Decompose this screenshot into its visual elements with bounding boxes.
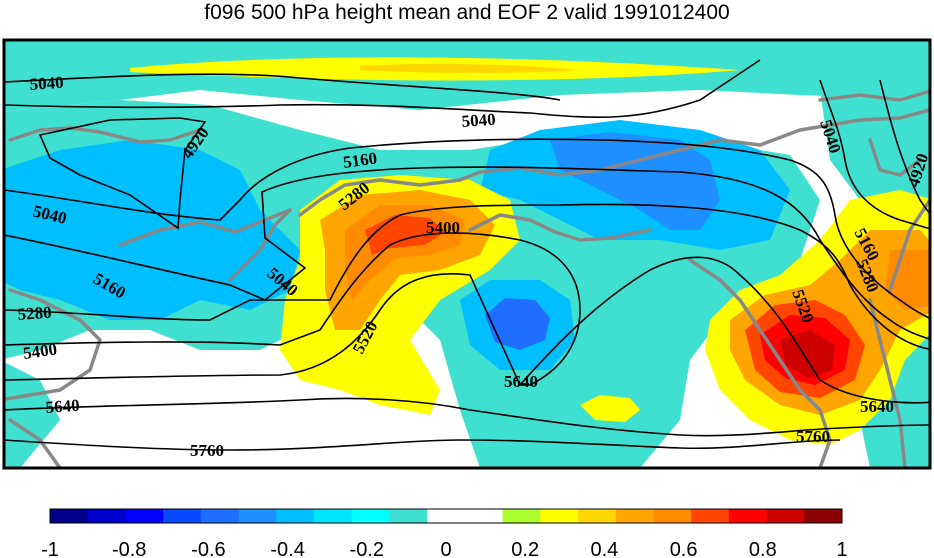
- colorbar-boxes: [50, 509, 843, 523]
- contour-label-c6: 5400: [426, 218, 460, 237]
- colorbar-tick-3: -0.4: [270, 539, 304, 558]
- colorbar-box-4: [200, 509, 240, 523]
- colorbar-box-10: [427, 509, 466, 523]
- colorbar-tick-9: 0.8: [749, 539, 777, 558]
- colorbar-tick-0: -1: [41, 539, 59, 558]
- colorbar-box-12: [502, 509, 541, 523]
- colorbar-box-13: [540, 509, 579, 523]
- colorbar-frame: [49, 508, 843, 524]
- shade-yellow-small: [580, 395, 640, 422]
- colorbar-box-17: [691, 509, 730, 523]
- map-panel: 5040 4920 5040 5160 5280 5400 5040 5040 …: [2, 38, 932, 470]
- colorbar-tick-5: 0: [440, 539, 451, 558]
- colorbar-box-1: [87, 509, 126, 523]
- contour-label-c4: 5160: [342, 148, 378, 172]
- shade-dorange-east: [885, 250, 930, 310]
- colorbar-tick-10: 1: [836, 539, 847, 558]
- colorbar-box-3: [163, 509, 202, 523]
- contour-labels: 5040 4920 5040 5160 5280 5400 5040 5040 …: [17, 73, 932, 460]
- contour-label-c15: 5760: [190, 441, 224, 460]
- shade-teal-east: [820, 80, 930, 468]
- colorbar-tick-6: 0.2: [511, 539, 539, 558]
- contour-label-c13: 5640: [45, 396, 80, 417]
- chart-title: f096 500 hPa height mean and EOF 2 valid…: [204, 1, 730, 24]
- contour-label-c10: 5280: [17, 303, 52, 324]
- height-contours: [4, 59, 930, 451]
- colorbar-box-8: [351, 509, 390, 523]
- colorbar-tick-2: -0.6: [191, 539, 225, 558]
- contour-label-c14: 5640: [504, 372, 538, 391]
- colorbar-box-19: [766, 509, 805, 523]
- colorbar-box-14: [578, 509, 617, 523]
- shade-gold-top: [360, 63, 580, 73]
- colorbar-box-18: [728, 509, 768, 523]
- shade-blue-core-mid: [485, 298, 550, 350]
- colorbar-box-11: [464, 509, 504, 523]
- contour-label-c22: 5760: [796, 427, 830, 446]
- shade-blue-west: [4, 140, 300, 320]
- colorbar-box-6: [276, 509, 315, 523]
- shade-darkred-east: [780, 330, 835, 378]
- colorbar-box-9: [389, 509, 428, 523]
- colorbar: -1 -0.8 -0.6 -0.4 -0.2 0 0.2 0.4 0.6 0.8 1: [41, 508, 848, 558]
- colorbar-tick-7: 0.4: [590, 539, 618, 558]
- colorbar-tick-labels: -1 -0.8 -0.6 -0.4 -0.2 0 0.2 0.4 0.6 0.8 1: [41, 539, 847, 558]
- colorbar-tick-1: -0.8: [112, 539, 146, 558]
- shade-blue-core-north: [550, 132, 720, 230]
- colorbar-box-16: [653, 509, 692, 523]
- colorbar-tick-4: -0.2: [350, 539, 384, 558]
- contour-label-c1: 5040: [29, 73, 64, 94]
- colorbar-tick-8: 0.6: [670, 539, 698, 558]
- contour-label-c3: 5040: [461, 110, 496, 131]
- colorbar-box-15: [615, 509, 654, 523]
- eof-shading: [4, 40, 930, 468]
- map-frame: [2, 38, 932, 470]
- colorbar-box-5: [238, 509, 277, 523]
- contour-label-c11: 5400: [22, 339, 58, 363]
- colorbar-box-0: [50, 509, 89, 523]
- colorbar-box-20: [804, 509, 843, 523]
- colorbar-box-2: [125, 509, 164, 523]
- colorbar-box-7: [314, 509, 353, 523]
- contour-label-c21: 5640: [860, 397, 894, 416]
- coastlines: [4, 89, 930, 468]
